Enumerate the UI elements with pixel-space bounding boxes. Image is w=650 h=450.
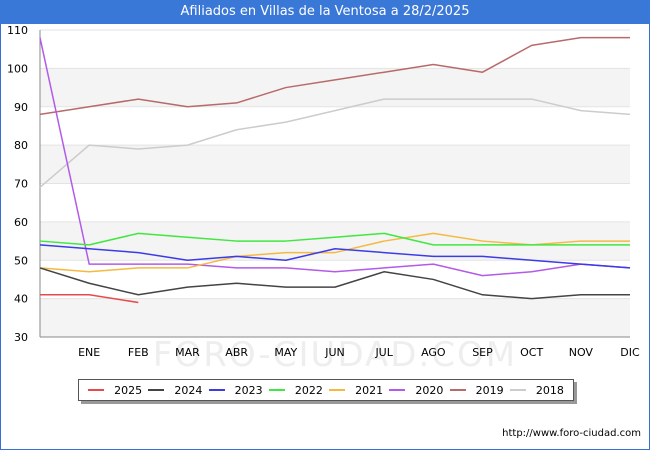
legend-item-2022: 2022 — [268, 383, 323, 397]
x-tick-label: DIC — [620, 346, 640, 359]
x-tick-label: FEB — [128, 346, 149, 359]
legend-swatch — [88, 389, 105, 391]
y-tick-label: 100 — [7, 62, 28, 75]
legend-item-2020: 2020 — [389, 384, 443, 397]
x-tick-label: SEP — [472, 346, 493, 359]
series-line-2020 — [39, 37, 631, 277]
series-line-2019 — [39, 36, 630, 116]
plot-band — [40, 145, 630, 184]
legend-item-2021: 2021 — [329, 384, 383, 397]
legend-swatch — [268, 389, 285, 391]
legend-label: 2022 — [294, 383, 323, 397]
legend-swatch — [389, 389, 406, 391]
legend-item-2025: 2025 — [88, 384, 142, 397]
y-tick-label: 90 — [14, 101, 28, 114]
legend: 2025 2024 2023 2022 2021 2020 2019 2018 — [78, 379, 574, 401]
legend-label: 2025 — [114, 383, 143, 397]
legend-item-2023: 2023 — [208, 383, 263, 397]
series-line-2022 — [39, 232, 630, 246]
legend-label: 2023 — [234, 383, 263, 397]
plot-band — [40, 221, 630, 261]
y-tick-label: 30 — [14, 331, 28, 344]
y-tick-label: 70 — [14, 178, 28, 191]
legend-label: 2018 — [535, 383, 564, 397]
y-tick-label: 60 — [14, 216, 28, 229]
plot-band — [40, 298, 630, 337]
source-url: http://www.foro-ciudad.com — [502, 428, 641, 439]
x-tick-label: ABR — [225, 346, 248, 359]
legend-swatch — [329, 389, 346, 391]
x-tick-label: JUN — [324, 346, 345, 359]
y-tick-label: 80 — [14, 139, 28, 152]
legend-swatch — [449, 389, 466, 391]
series-line-2025 — [40, 294, 139, 304]
legend-swatch — [208, 389, 225, 391]
series-line-2018 — [39, 98, 631, 188]
legend-item-2024: 2024 — [148, 384, 202, 397]
series-line-2023 — [39, 244, 631, 269]
x-tick-label: MAY — [274, 346, 297, 359]
legend-item-2018: 2018 — [509, 383, 564, 397]
chart-title: Afiliados en Villas de la Ventosa a 28/2… — [0, 0, 650, 24]
plot-band — [40, 68, 630, 107]
x-tick-label: ENE — [78, 346, 100, 359]
x-tick-label: AGO — [421, 346, 446, 359]
y-tick-label: 110 — [7, 24, 28, 37]
series-line-2024 — [39, 267, 630, 300]
legend-label: 2019 — [475, 383, 504, 397]
x-tick-label: OCT — [520, 346, 543, 359]
legend-label: 2024 — [174, 383, 203, 397]
legend-label: 2020 — [415, 383, 444, 397]
watermark: FORO-CIUDAD.COM — [153, 335, 517, 375]
y-tick-label: 40 — [14, 293, 28, 306]
legend-swatch — [509, 389, 526, 391]
x-tick-label: JUL — [374, 346, 393, 359]
legend-swatch — [148, 389, 165, 391]
x-tick-label: NOV — [569, 346, 594, 359]
legend-item-2019: 2019 — [449, 383, 504, 397]
legend-label: 2021 — [355, 383, 384, 397]
x-tick-label: MAR — [175, 346, 200, 359]
y-tick-label: 50 — [14, 254, 28, 267]
